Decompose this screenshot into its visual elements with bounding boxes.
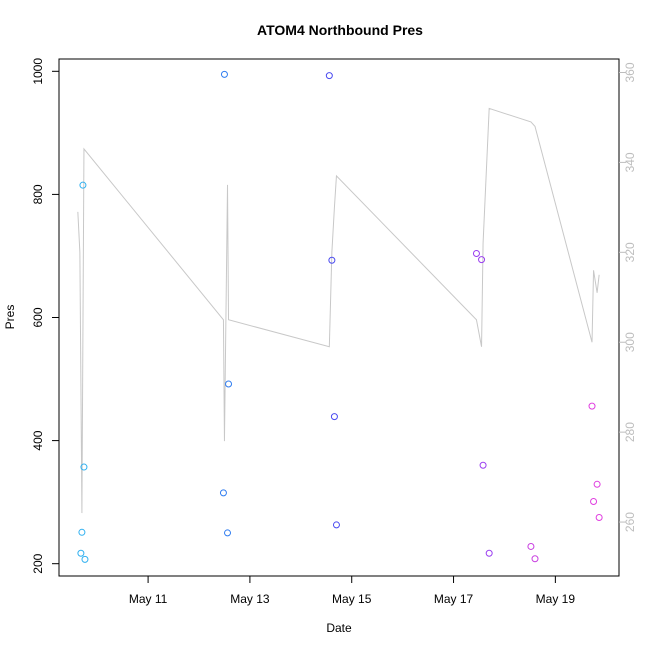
data-point	[478, 256, 486, 264]
data-point	[328, 256, 336, 264]
line-layer	[77, 107, 600, 514]
data-point	[219, 489, 227, 497]
data-point	[588, 402, 596, 410]
data-point	[595, 514, 603, 522]
y-tick-label: 1000	[31, 58, 45, 85]
data-point	[531, 555, 539, 563]
data-point	[527, 542, 535, 550]
data-point	[325, 72, 333, 80]
data-point	[593, 480, 601, 488]
data-point	[78, 528, 86, 536]
y-tick-label: 800	[31, 184, 45, 204]
data-point	[479, 461, 487, 469]
y2-tick-label: 300	[623, 332, 637, 352]
y-tick-label: 400	[31, 430, 45, 450]
data-point	[77, 549, 85, 557]
x-tick-label: May 11	[129, 592, 168, 606]
data-point	[81, 555, 89, 563]
y2-tick-label: 280	[623, 422, 637, 442]
y-tick-label: 200	[31, 553, 45, 573]
series-line	[77, 107, 600, 514]
data-point	[224, 529, 232, 537]
x-tick-label: May 17	[434, 592, 474, 606]
data-point	[590, 498, 598, 506]
data-point	[332, 521, 340, 529]
plot-frame	[58, 58, 620, 577]
chart-title: ATOM4 Northbound Pres	[257, 22, 423, 38]
data-point	[485, 549, 493, 557]
x-axis: May 11 May 13 May 15 May 17 May 19	[129, 576, 576, 606]
data-point	[225, 380, 233, 388]
y-tick-label: 600	[31, 307, 45, 327]
y2-tick-label: 340	[623, 152, 637, 172]
x-tick-label: May 19	[536, 592, 576, 606]
y-axis-right: 260 280 300 320 340 360	[619, 62, 637, 532]
data-point	[80, 463, 88, 471]
y-axis-left: 200 400 600 800 1000	[31, 58, 59, 574]
x-axis-label: Date	[326, 621, 352, 635]
point-layer	[77, 70, 603, 563]
y2-tick-label: 320	[623, 242, 637, 262]
data-point	[330, 413, 338, 421]
data-point	[79, 181, 87, 189]
y2-tick-label: 360	[623, 62, 637, 82]
x-tick-label: May 15	[332, 592, 372, 606]
data-point	[472, 249, 480, 257]
y-axis-label: Pres	[3, 305, 17, 330]
data-point	[220, 70, 228, 78]
x-tick-label: May 13	[230, 592, 270, 606]
y2-tick-label: 260	[623, 512, 637, 532]
